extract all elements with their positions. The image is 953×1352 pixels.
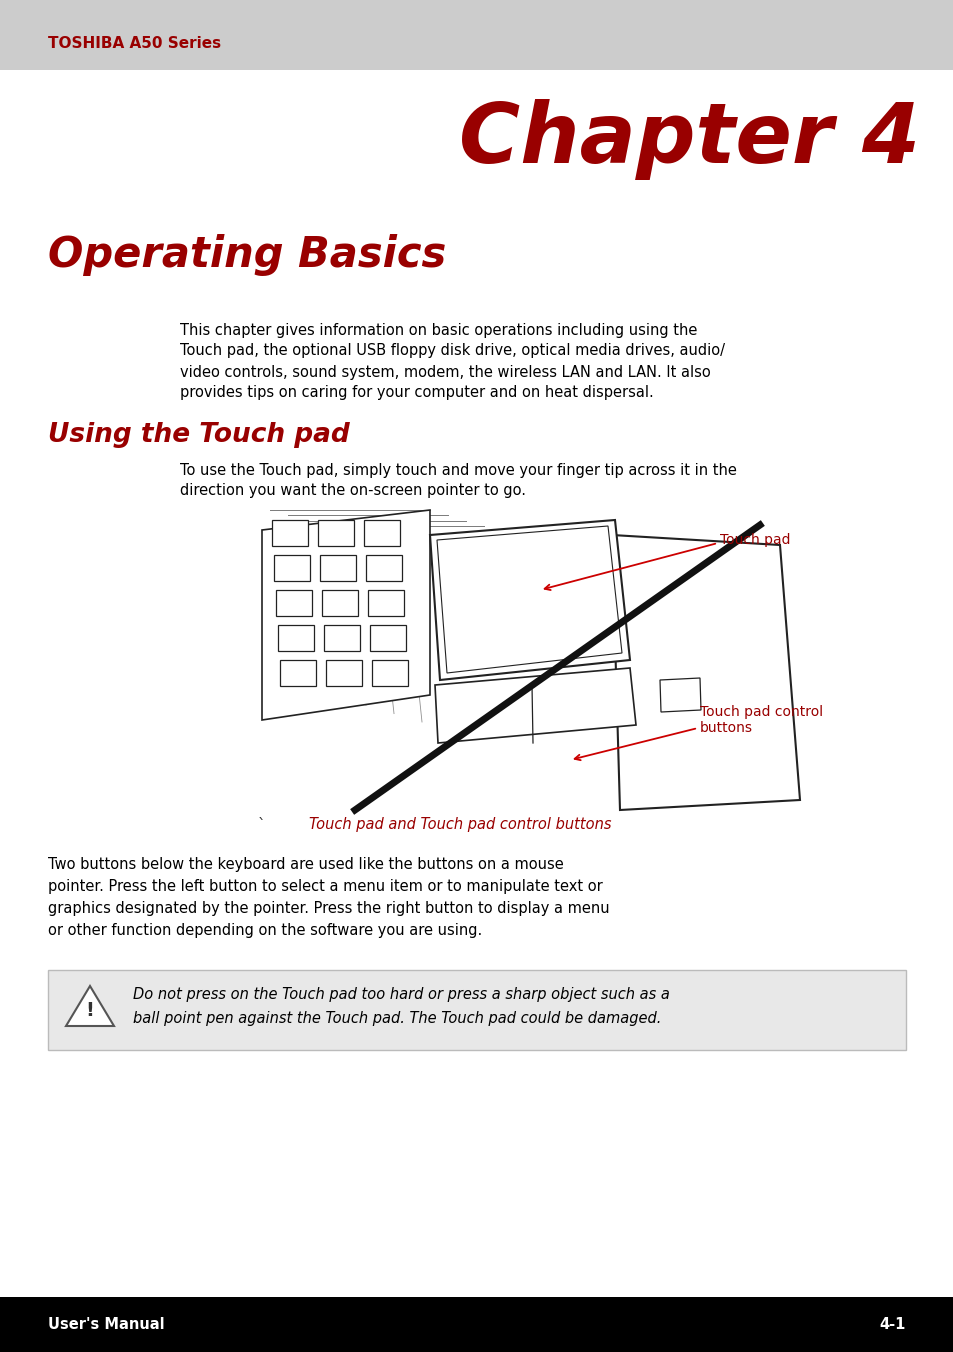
Polygon shape: [612, 535, 800, 810]
Text: provides tips on caring for your computer and on heat dispersal.: provides tips on caring for your compute…: [180, 385, 653, 400]
Polygon shape: [274, 556, 310, 581]
Text: 4-1: 4-1: [879, 1317, 905, 1332]
Polygon shape: [326, 660, 361, 685]
Polygon shape: [317, 521, 354, 546]
Text: pointer. Press the left button to select a menu item or to manipulate text or: pointer. Press the left button to select…: [48, 880, 602, 895]
Text: User's Manual: User's Manual: [48, 1317, 165, 1332]
Polygon shape: [430, 521, 629, 680]
Text: Touch pad: Touch pad: [720, 533, 790, 548]
Polygon shape: [275, 589, 312, 617]
Polygon shape: [435, 668, 636, 744]
Polygon shape: [272, 521, 308, 546]
Polygon shape: [262, 510, 430, 721]
Text: Touch pad, the optional USB floppy disk drive, optical media drives, audio/: Touch pad, the optional USB floppy disk …: [180, 343, 724, 358]
Bar: [0, 1297, 953, 1352]
Text: Do not press on the Touch pad too hard or press a sharp object such as a: Do not press on the Touch pad too hard o…: [132, 987, 669, 1002]
Polygon shape: [366, 556, 401, 581]
Polygon shape: [319, 556, 355, 581]
Polygon shape: [322, 589, 357, 617]
Polygon shape: [372, 660, 408, 685]
Text: TOSHIBA A50 Series: TOSHIBA A50 Series: [48, 37, 221, 51]
Polygon shape: [280, 660, 315, 685]
Polygon shape: [368, 589, 403, 617]
Text: To use the Touch pad, simply touch and move your finger tip across it in the: To use the Touch pad, simply touch and m…: [180, 462, 736, 477]
Text: ball point pen against the Touch pad. The Touch pad could be damaged.: ball point pen against the Touch pad. Th…: [132, 1011, 660, 1026]
Text: video controls, sound system, modem, the wireless LAN and LAN. It also: video controls, sound system, modem, the…: [180, 365, 710, 380]
Bar: [0, 0, 953, 70]
Text: Two buttons below the keyboard are used like the buttons on a mouse: Two buttons below the keyboard are used …: [48, 857, 563, 872]
Polygon shape: [370, 625, 406, 652]
Text: `: `: [257, 818, 265, 833]
Bar: [48, 969, 905, 1051]
Text: This chapter gives information on basic operations including using the: This chapter gives information on basic …: [180, 323, 697, 338]
Text: Chapter 4: Chapter 4: [458, 100, 919, 181]
Text: Operating Basics: Operating Basics: [48, 234, 446, 276]
Text: direction you want the on-screen pointer to go.: direction you want the on-screen pointer…: [180, 484, 525, 499]
Text: Using the Touch pad: Using the Touch pad: [48, 422, 350, 448]
Polygon shape: [324, 625, 359, 652]
Text: or other function depending on the software you are using.: or other function depending on the softw…: [48, 923, 482, 938]
Polygon shape: [66, 986, 113, 1026]
Text: Touch pad control
buttons: Touch pad control buttons: [700, 704, 822, 735]
Text: graphics designated by the pointer. Press the right button to display a menu: graphics designated by the pointer. Pres…: [48, 902, 609, 917]
Polygon shape: [364, 521, 399, 546]
Text: !: !: [86, 1002, 94, 1021]
Polygon shape: [277, 625, 314, 652]
Text: Touch pad and Touch pad control buttons: Touch pad and Touch pad control buttons: [309, 818, 611, 833]
Polygon shape: [659, 677, 700, 713]
Polygon shape: [436, 526, 621, 673]
